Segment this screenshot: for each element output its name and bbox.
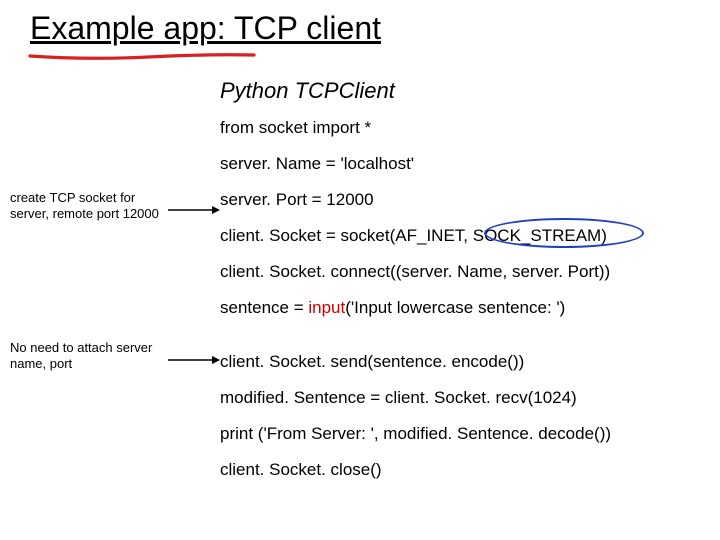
code-line-7: client. Socket. send(sentence. encode())	[220, 352, 524, 372]
code-line-6a: sentence =	[220, 298, 308, 317]
annotation-no-attach: No need to attach server name, port	[10, 340, 152, 373]
code-line-3: server. Port = 12000	[220, 190, 374, 210]
code-line-6c: ('Input lowercase sentence: ')	[345, 298, 565, 317]
slide-subtitle: Python TCPClient	[220, 78, 395, 104]
code-line-1: from socket import *	[220, 118, 371, 138]
annotation-1-line1: create TCP socket for	[10, 190, 135, 205]
code-line-8: modified. Sentence = client. Socket. rec…	[220, 388, 577, 408]
annotation-2-line2: name, port	[10, 356, 72, 371]
annotation-1-line2: server, remote port 12000	[10, 206, 159, 221]
code-line-6: sentence = input('Input lowercase senten…	[220, 298, 565, 318]
arrow-icon	[168, 200, 220, 220]
code-line-4: client. Socket = socket(AF_INET, SOCK_ST…	[220, 226, 607, 246]
red-underline-stroke	[28, 52, 258, 62]
slide-title: Example app: TCP client	[30, 10, 381, 47]
code-line-4a: client. Socket = socket(AF_INET,	[220, 226, 473, 245]
code-line-5: client. Socket. connect((server. Name, s…	[220, 262, 610, 282]
code-line-9: print ('From Server: ', modified. Senten…	[220, 424, 611, 444]
arrow-icon	[168, 350, 220, 370]
code-line-10: client. Socket. close()	[220, 460, 382, 480]
code-line-4b: SOCK_STREAM)	[473, 226, 607, 245]
annotation-2-line1: No need to attach server	[10, 340, 152, 355]
code-line-2: server. Name = 'localhost'	[220, 154, 414, 174]
annotation-create-socket: create TCP socket for server, remote por…	[10, 190, 159, 223]
code-line-6b: input	[308, 298, 345, 317]
